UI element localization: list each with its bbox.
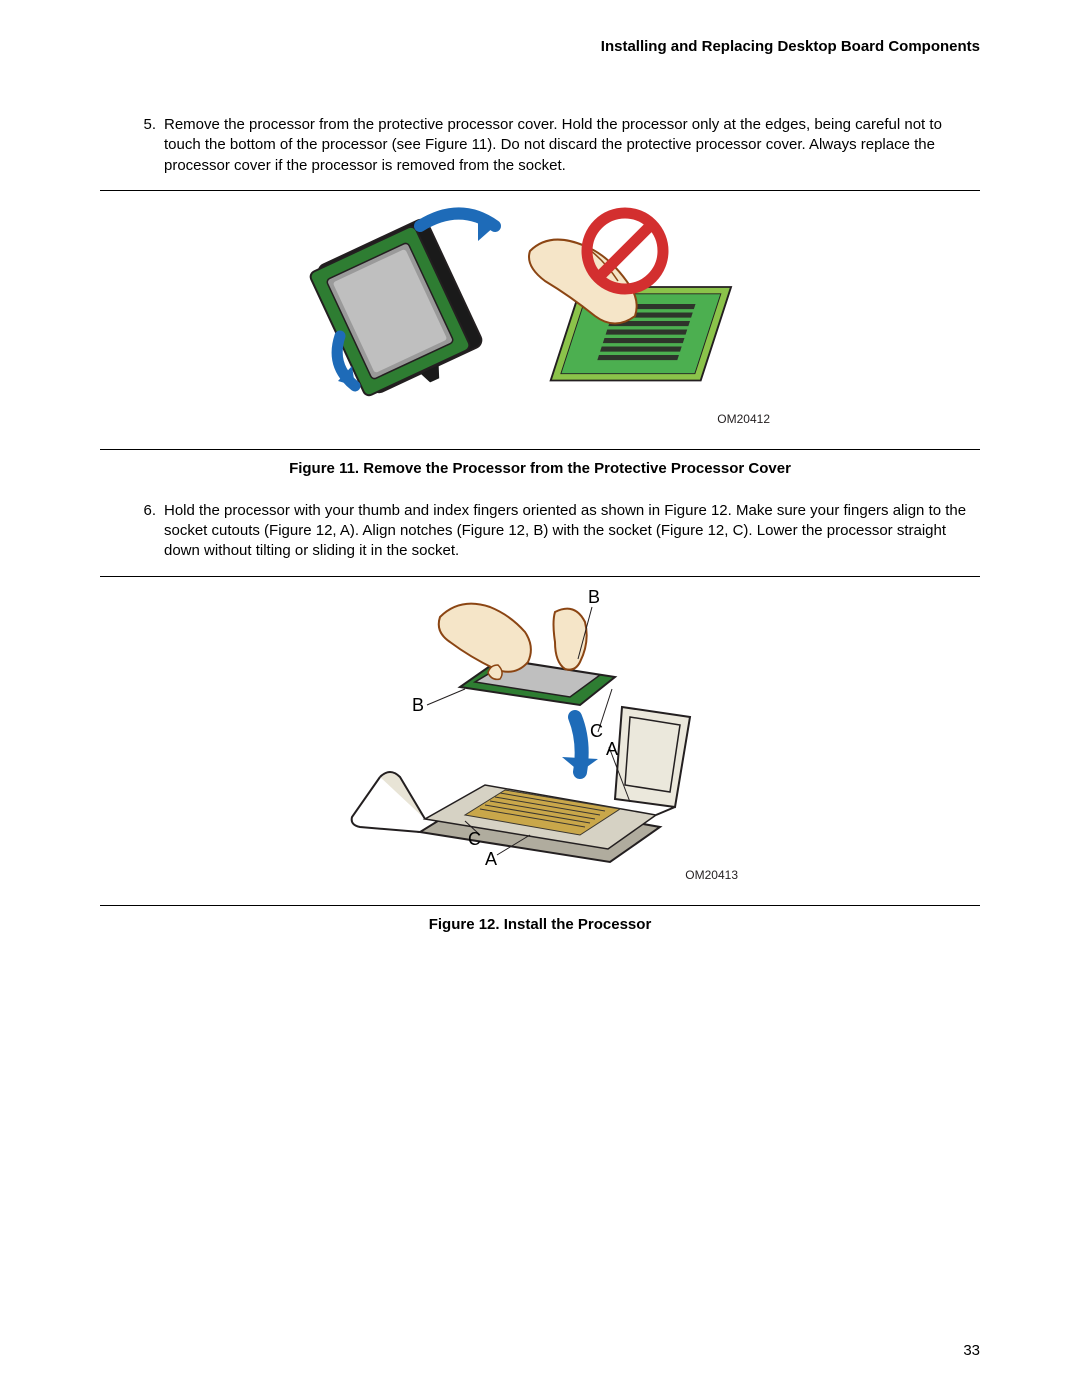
step-6-number: 6. xyxy=(100,501,164,562)
fig12-label-C-right: C xyxy=(590,721,603,741)
figure-11-om-label: OM20412 xyxy=(717,412,770,426)
figure-12-om-label: OM20413 xyxy=(685,868,738,882)
step-6: 6. Hold the processor with your thumb an… xyxy=(100,501,980,562)
manual-page: Installing and Replacing Desktop Board C… xyxy=(0,0,1080,1397)
fig12-label-B-left: B xyxy=(412,695,424,715)
step-5-number: 5. xyxy=(100,115,164,176)
figure-11-illustration: OM20412 xyxy=(300,191,780,431)
figure-11-caption: Figure 11. Remove the Processor from the… xyxy=(100,460,980,477)
rule-below-fig12 xyxy=(100,905,980,906)
figure-12-illustration: B B C A C A OM20413 xyxy=(330,577,750,887)
fig12-label-A-right: A xyxy=(606,739,618,759)
step-5: 5. Remove the processor from the protect… xyxy=(100,115,980,176)
step-5-text: Remove the processor from the protective… xyxy=(164,115,980,176)
step-6-text: Hold the processor with your thumb and i… xyxy=(164,501,980,562)
fig12-label-B-top: B xyxy=(588,587,600,607)
figure-12: B B C A C A OM20413 xyxy=(100,577,980,891)
rule-below-fig11 xyxy=(100,449,980,450)
figure-12-caption: Figure 12. Install the Processor xyxy=(100,916,980,933)
page-header: Installing and Replacing Desktop Board C… xyxy=(100,38,980,55)
fig12-label-C-bottom: C xyxy=(468,829,481,849)
figure-11: OM20412 xyxy=(100,191,980,435)
page-number: 33 xyxy=(963,1342,980,1359)
fig12-label-A-bottom: A xyxy=(485,849,497,869)
